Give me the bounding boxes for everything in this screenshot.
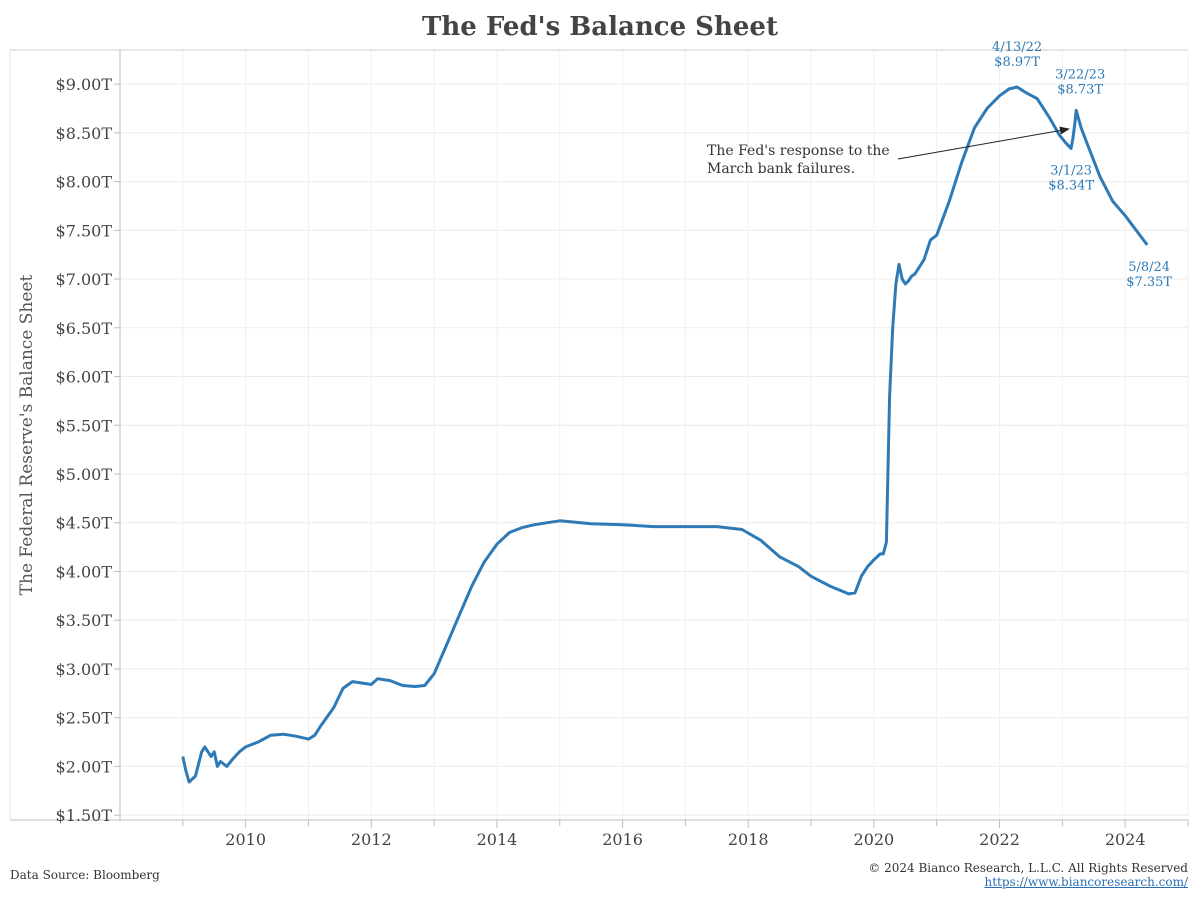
annotation-date: 5/8/24 (1128, 260, 1170, 275)
y-tick-label: $5.50T (56, 416, 113, 435)
axes: $1.50T $2.00T $2.50T $3.00T $3.50T $4.00T $4.5… (9, 49, 1189, 849)
callout-text-line2: March bank failures. (707, 161, 855, 177)
x-tick-label: 2020 (854, 830, 895, 849)
y-tick-label: $8.50T (56, 124, 113, 143)
annotation-date: 4/13/22 (992, 40, 1042, 55)
footer-credits: © 2024 Bianco Research, L.L.C. All Right… (868, 861, 1188, 889)
x-tick-label: 2010 (225, 830, 266, 849)
y-tick-label: $5.00T (56, 465, 113, 484)
y-tick-label: $3.00T (56, 660, 113, 679)
annotation-value: $8.97T (994, 55, 1040, 70)
y-tick-label: $4.00T (56, 562, 113, 581)
x-tick-label: 2012 (351, 830, 392, 849)
balance-sheet-line (181, 85, 1149, 784)
copyright-text: © 2024 Bianco Research, L.L.C. All Right… (868, 861, 1188, 875)
annotations: 4/13/22$8.97T 3/22/23$8.73T 3/1/23$8.34T 5/… (707, 40, 1172, 290)
y-tick-label: $4.50T (56, 514, 113, 533)
x-tick-label: 2024 (1105, 830, 1146, 849)
website-link[interactable]: https://www.biancoresearch.com/ (984, 875, 1188, 889)
annotation-value: $8.34T (1048, 178, 1094, 193)
annotation-value: $8.73T (1057, 82, 1103, 97)
x-tick-label: 2014 (477, 830, 518, 849)
y-axis-label: The Federal Reserve's Balance Sheet (17, 275, 37, 596)
grid (120, 50, 1189, 820)
y-tick-label: $6.00T (56, 368, 113, 387)
series-layer (181, 85, 1149, 784)
y-tick-label: $7.00T (56, 270, 113, 289)
annotation-date: 3/1/23 (1050, 163, 1092, 178)
y-tick-label: $9.00T (56, 75, 113, 94)
y-tick-label: $3.50T (56, 611, 113, 630)
y-tick-label: $2.00T (56, 757, 113, 776)
data-source: Data Source: Bloomberg (10, 868, 160, 882)
x-tick-label: 2016 (602, 830, 643, 849)
chart-title: The Fed's Balance Sheet (422, 12, 778, 42)
annotation-value: $7.35T (1126, 275, 1172, 290)
y-tick-label: $6.50T (56, 319, 113, 338)
y-tick-label: $1.50T (56, 806, 113, 825)
annotation-date: 3/22/23 (1055, 67, 1105, 82)
x-tick-label: 2018 (728, 830, 769, 849)
callout-text-line1: The Fed's response to the (707, 143, 890, 159)
y-tick-label: $7.50T (56, 221, 113, 240)
y-tick-label: $2.50T (56, 709, 113, 728)
x-tick-label: 2022 (979, 830, 1020, 849)
callout-arrow (897, 126, 1070, 160)
y-tick-label: $8.00T (56, 173, 113, 192)
